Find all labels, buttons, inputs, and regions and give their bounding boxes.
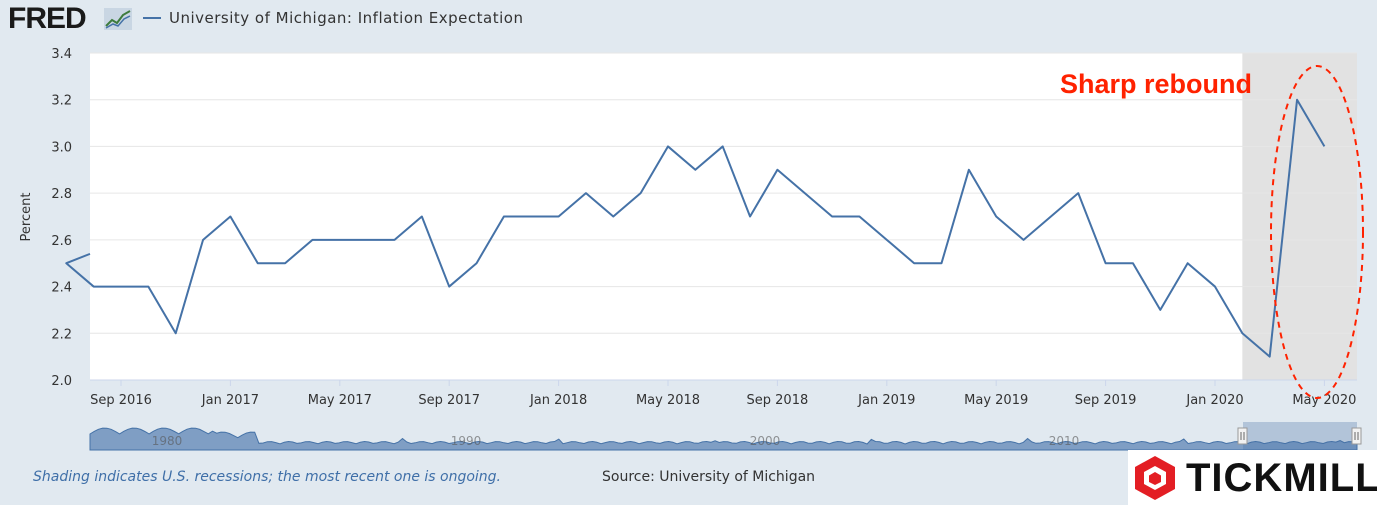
x-tick-label: May 2020 <box>1292 393 1356 408</box>
plot-area <box>90 53 1357 380</box>
data-points <box>66 99 1325 357</box>
x-tick-label: May 2018 <box>636 393 700 408</box>
fred-logo[interactable]: FRED <box>8 2 87 35</box>
navigator-right-handle[interactable] <box>1351 427 1362 445</box>
y-axis-label: Percent <box>19 193 34 242</box>
y-tick-label: 2.2 <box>51 327 72 342</box>
x-tick-label: Jan 2020 <box>1185 393 1243 408</box>
annotation-ellipse <box>1270 65 1364 399</box>
recession-note: Shading indicates U.S. recessions; the m… <box>33 469 502 485</box>
navigator-labels: 1980 1990 2000 2010 <box>152 434 1080 448</box>
x-axis-ticks: Sep 2016 Jan 2017 May 2017 Sep 2017 Jan 2018… <box>90 380 1356 408</box>
y-tick-label: 2.6 <box>51 234 72 249</box>
tickmill-hexagon-icon <box>1135 456 1175 500</box>
legend-item[interactable]: University of Michigan: Inflation Expect… <box>143 9 523 27</box>
navigator-label: 2010 <box>1049 434 1080 448</box>
x-tick-label: Jan 2018 <box>529 393 587 408</box>
time-navigator[interactable]: 1980 1990 2000 2010 <box>89 422 1362 451</box>
y-tick-label: 3.0 <box>51 140 72 155</box>
y-axis-ticks: 2.0 2.2 2.4 2.6 2.8 3.0 3.2 3.4 <box>51 47 72 389</box>
navigator-label: 1980 <box>152 434 183 448</box>
x-tick-label: Sep 2017 <box>418 393 480 408</box>
source-note: Source: University of Michigan <box>602 469 816 485</box>
chart-header: FRED University of Michigan: Inflation E… <box>0 0 1377 40</box>
navigator-selection[interactable] <box>1243 422 1357 450</box>
tickmill-watermark: TICKMILL <box>1128 450 1377 505</box>
tickmill-wordmark: TICKMILL <box>1186 456 1377 500</box>
y-tick-label: 2.8 <box>51 187 72 202</box>
line-chart: 2.0 2.2 2.4 2.6 2.8 3.0 3.2 3.4 Sep 2016 Jan 201… <box>19 47 1364 451</box>
navigator-label: 2000 <box>750 434 781 448</box>
x-tick-label: May 2017 <box>308 393 372 408</box>
y-tick-label: 2.4 <box>51 281 72 296</box>
annotation-text: Sharp rebound <box>1060 69 1252 99</box>
x-tick-label: Jan 2019 <box>857 393 915 408</box>
x-tick-label: May 2019 <box>964 393 1028 408</box>
series-line <box>65 98 1326 358</box>
y-tick-label: 3.2 <box>51 94 72 109</box>
fred-trend-lines-icon <box>104 8 132 30</box>
legend-label: University of Michigan: Inflation Expect… <box>169 9 524 27</box>
navigator-area <box>89 427 1358 451</box>
x-tick-label: Sep 2019 <box>1075 393 1137 408</box>
recession-shading <box>1242 53 1357 380</box>
navigator-label: 1990 <box>451 434 482 448</box>
x-tick-label: Sep 2018 <box>747 393 809 408</box>
y-tick-label: 3.4 <box>51 47 72 62</box>
x-tick-label: Sep 2016 <box>90 393 152 408</box>
x-tick-label: Jan 2017 <box>201 393 259 408</box>
legend-swatch <box>143 17 161 19</box>
y-tick-label: 2.0 <box>51 374 72 389</box>
navigator-left-handle[interactable] <box>1237 427 1248 445</box>
